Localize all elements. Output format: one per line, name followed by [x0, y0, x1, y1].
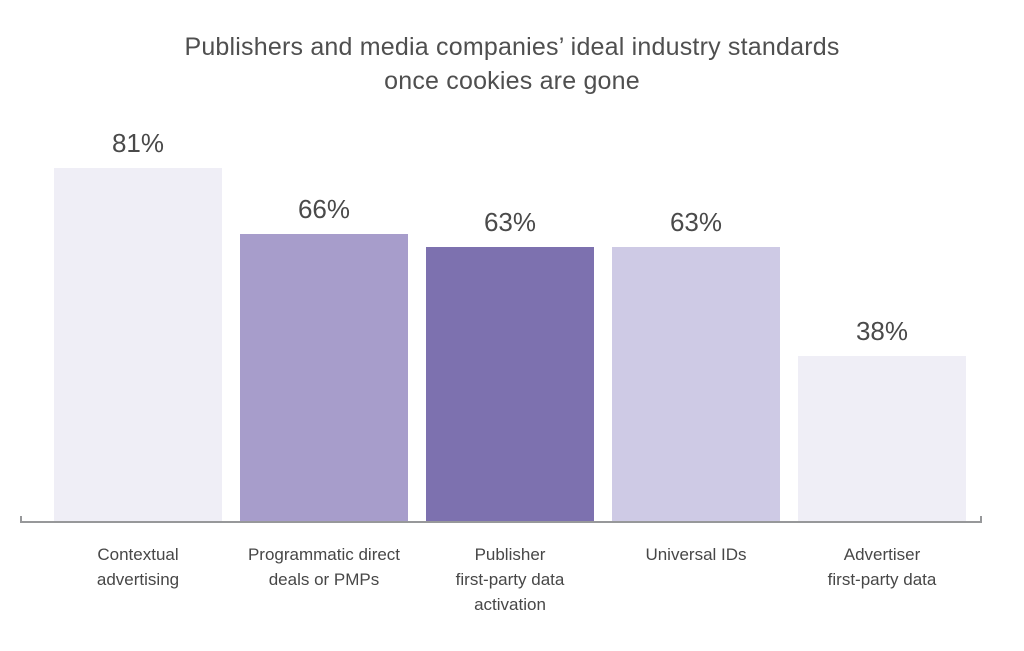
bar-value-label-programmatic-direct-deals-or-pmps: 66% [297, 194, 351, 224]
category-label-line: Contextual [97, 545, 179, 564]
category-label-publisher-first-party-data-activation: Publisher first-party data activation [400, 542, 620, 617]
category-label-line: first-party data [827, 570, 937, 589]
category-label-line: deals or PMPs [268, 570, 380, 589]
chart-title: Publishers and media companies’ ideal in… [0, 30, 1024, 98]
category-label-line: Advertiser [843, 545, 921, 564]
category-label-line: activation [474, 595, 546, 614]
bar-publisher-first-party-data-activation [426, 247, 594, 522]
bar-universal-ids [612, 247, 780, 522]
category-label-line: Publisher [474, 545, 546, 564]
bar-value-label-contextual-advertising: 81% [111, 128, 165, 158]
chart-title-line1: Publishers and media companies’ ideal in… [184, 33, 840, 61]
bar-value-label-advertiser-first-party-data: 38% [855, 316, 909, 346]
category-label-line: advertising [96, 570, 180, 589]
x-axis-line [20, 516, 982, 523]
category-label-contextual-advertising: Contextual advertising [28, 542, 248, 592]
bar-value-label-universal-ids: 63% [669, 207, 723, 237]
bar-contextual-advertising [54, 168, 222, 522]
category-label-line: first-party data [455, 570, 565, 589]
category-label-programmatic-direct-deals-or-pmps: Programmatic direct deals or PMPs [214, 542, 434, 592]
category-label-line: Programmatic direct [247, 545, 401, 564]
category-label-advertiser-first-party-data: Advertiser first-party data [772, 542, 992, 592]
bar-value-label-publisher-first-party-data-activation: 63% [483, 207, 537, 237]
category-label-line: Universal IDs [645, 545, 747, 564]
bar-programmatic-direct-deals-or-pmps [240, 234, 408, 522]
category-label-universal-ids: Universal IDs [586, 542, 806, 567]
bar-advertiser-first-party-data [798, 356, 966, 522]
chart-title-line2: once cookies are gone [384, 67, 640, 95]
